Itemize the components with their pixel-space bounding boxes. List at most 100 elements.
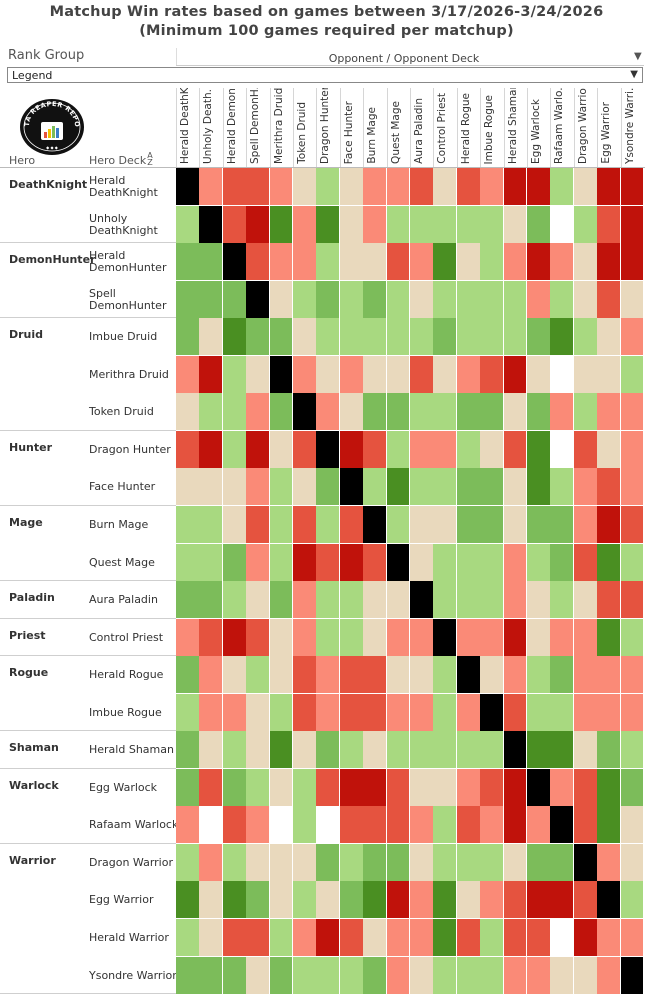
heatmap-cell[interactable]	[573, 468, 598, 507]
heatmap-cell[interactable]	[293, 693, 317, 732]
heatmap-cell[interactable]	[176, 393, 200, 432]
heatmap-cell[interactable]	[410, 205, 434, 244]
heatmap-cell[interactable]	[269, 543, 294, 582]
heatmap-cell[interactable]	[222, 280, 247, 319]
heatmap-cell[interactable]	[620, 881, 645, 920]
heatmap-cell[interactable]	[269, 693, 294, 732]
heatmap-cell[interactable]	[386, 581, 411, 620]
heatmap-cell[interactable]	[199, 505, 224, 544]
heatmap-cell[interactable]	[410, 280, 434, 319]
heatmap-cell[interactable]	[503, 731, 528, 770]
heatmap-cell[interactable]	[386, 505, 411, 544]
heatmap-cell[interactable]	[597, 393, 622, 432]
heatmap-cell[interactable]	[222, 693, 247, 732]
heatmap-cell[interactable]	[363, 543, 388, 582]
heatmap-cell[interactable]	[410, 656, 434, 695]
heatmap-cell[interactable]	[480, 806, 505, 845]
heatmap-cell[interactable]	[597, 168, 622, 207]
heatmap-cell[interactable]	[222, 956, 247, 995]
heatmap-cell[interactable]	[503, 355, 528, 394]
heatmap-cell[interactable]	[503, 656, 528, 695]
heatmap-cell[interactable]	[620, 956, 645, 995]
heatmap-cell[interactable]	[550, 243, 575, 282]
heatmap-cell[interactable]	[573, 881, 598, 920]
heatmap-cell[interactable]	[573, 956, 598, 995]
heatmap-cell[interactable]	[527, 768, 551, 807]
heatmap-cell[interactable]	[480, 768, 505, 807]
heatmap-cell[interactable]	[246, 768, 271, 807]
heatmap-cell[interactable]	[176, 468, 200, 507]
heatmap-cell[interactable]	[480, 881, 505, 920]
heatmap-cell[interactable]	[527, 205, 551, 244]
heatmap-cell[interactable]	[456, 919, 481, 958]
heatmap-cell[interactable]	[550, 581, 575, 620]
heatmap-cell[interactable]	[199, 919, 224, 958]
heatmap-cell[interactable]	[456, 693, 481, 732]
heatmap-cell[interactable]	[269, 768, 294, 807]
heatmap-cell[interactable]	[550, 205, 575, 244]
heatmap-cell[interactable]	[386, 919, 411, 958]
heatmap-cell[interactable]	[176, 243, 200, 282]
heatmap-cell[interactable]	[199, 430, 224, 469]
heatmap-cell[interactable]	[246, 355, 271, 394]
heatmap-cell[interactable]	[269, 881, 294, 920]
heatmap-cell[interactable]	[293, 956, 317, 995]
heatmap-cell[interactable]	[246, 693, 271, 732]
heatmap-cell[interactable]	[597, 280, 622, 319]
heatmap-cell[interactable]	[222, 430, 247, 469]
heatmap-cell[interactable]	[480, 393, 505, 432]
heatmap-cell[interactable]	[597, 806, 622, 845]
heatmap-cell[interactable]	[620, 618, 645, 657]
heatmap-cell[interactable]	[199, 355, 224, 394]
heatmap-cell[interactable]	[339, 919, 364, 958]
heatmap-cell[interactable]	[550, 280, 575, 319]
heatmap-cell[interactable]	[456, 205, 481, 244]
heatmap-cell[interactable]	[597, 731, 622, 770]
heatmap-cell[interactable]	[176, 318, 200, 357]
heatmap-cell[interactable]	[456, 881, 481, 920]
heatmap-cell[interactable]	[410, 581, 434, 620]
heatmap-cell[interactable]	[480, 843, 505, 882]
heatmap-cell[interactable]	[339, 693, 364, 732]
heatmap-cell[interactable]	[620, 393, 645, 432]
heatmap-cell[interactable]	[433, 505, 458, 544]
heatmap-cell[interactable]	[410, 468, 434, 507]
heatmap-cell[interactable]	[386, 430, 411, 469]
heatmap-cell[interactable]	[363, 693, 388, 732]
heatmap-cell[interactable]	[480, 205, 505, 244]
heatmap-cell[interactable]	[246, 168, 271, 207]
heatmap-cell[interactable]	[176, 881, 200, 920]
heatmap-cell[interactable]	[176, 956, 200, 995]
heatmap-cell[interactable]	[269, 168, 294, 207]
heatmap-cell[interactable]	[503, 768, 528, 807]
heatmap-cell[interactable]	[433, 881, 458, 920]
heatmap-cell[interactable]	[573, 243, 598, 282]
heatmap-cell[interactable]	[456, 731, 481, 770]
heatmap-cell[interactable]	[363, 318, 388, 357]
heatmap-cell[interactable]	[176, 806, 200, 845]
heatmap-cell[interactable]	[363, 731, 388, 770]
heatmap-cell[interactable]	[503, 205, 528, 244]
heatmap-cell[interactable]	[597, 355, 622, 394]
heatmap-cell[interactable]	[527, 505, 551, 544]
heatmap-cell[interactable]	[176, 505, 200, 544]
heatmap-cell[interactable]	[480, 618, 505, 657]
heatmap-cell[interactable]	[503, 430, 528, 469]
heatmap-cell[interactable]	[339, 318, 364, 357]
heatmap-cell[interactable]	[433, 355, 458, 394]
heatmap-cell[interactable]	[339, 168, 364, 207]
heatmap-cell[interactable]	[573, 806, 598, 845]
heatmap-cell[interactable]	[293, 581, 317, 620]
heatmap-cell[interactable]	[386, 956, 411, 995]
heatmap-cell[interactable]	[222, 731, 247, 770]
heatmap-cell[interactable]	[573, 581, 598, 620]
heatmap-cell[interactable]	[363, 468, 388, 507]
heatmap-cell[interactable]	[433, 656, 458, 695]
heatmap-cell[interactable]	[316, 280, 341, 319]
heatmap-cell[interactable]	[363, 505, 388, 544]
heatmap-cell[interactable]	[433, 280, 458, 319]
heatmap-cell[interactable]	[316, 618, 341, 657]
heatmap-cell[interactable]	[386, 205, 411, 244]
heatmap-cell[interactable]	[456, 843, 481, 882]
heatmap-cell[interactable]	[293, 168, 317, 207]
